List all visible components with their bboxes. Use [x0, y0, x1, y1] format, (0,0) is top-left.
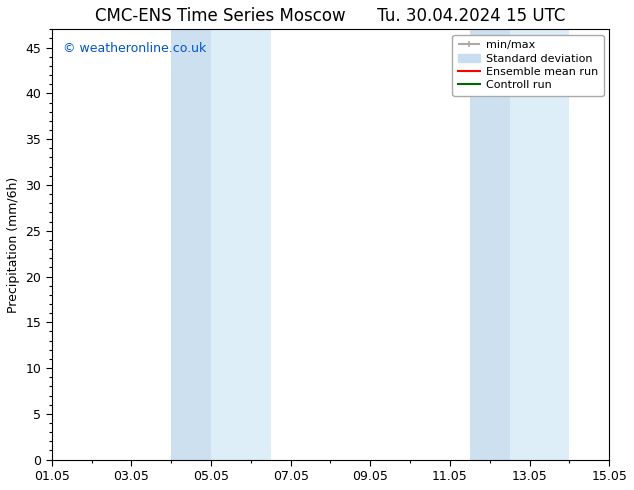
Bar — [510, 29, 569, 460]
Bar — [470, 29, 510, 460]
Title: CMC-ENS Time Series Moscow      Tu. 30.04.2024 15 UTC: CMC-ENS Time Series Moscow Tu. 30.04.202… — [95, 7, 566, 25]
Text: © weatheronline.co.uk: © weatheronline.co.uk — [63, 42, 206, 55]
Bar — [171, 29, 211, 460]
Legend: min/max, Standard deviation, Ensemble mean run, Controll run: min/max, Standard deviation, Ensemble me… — [453, 35, 604, 96]
Bar — [211, 29, 271, 460]
Y-axis label: Precipitation (mm/6h): Precipitation (mm/6h) — [7, 176, 20, 313]
